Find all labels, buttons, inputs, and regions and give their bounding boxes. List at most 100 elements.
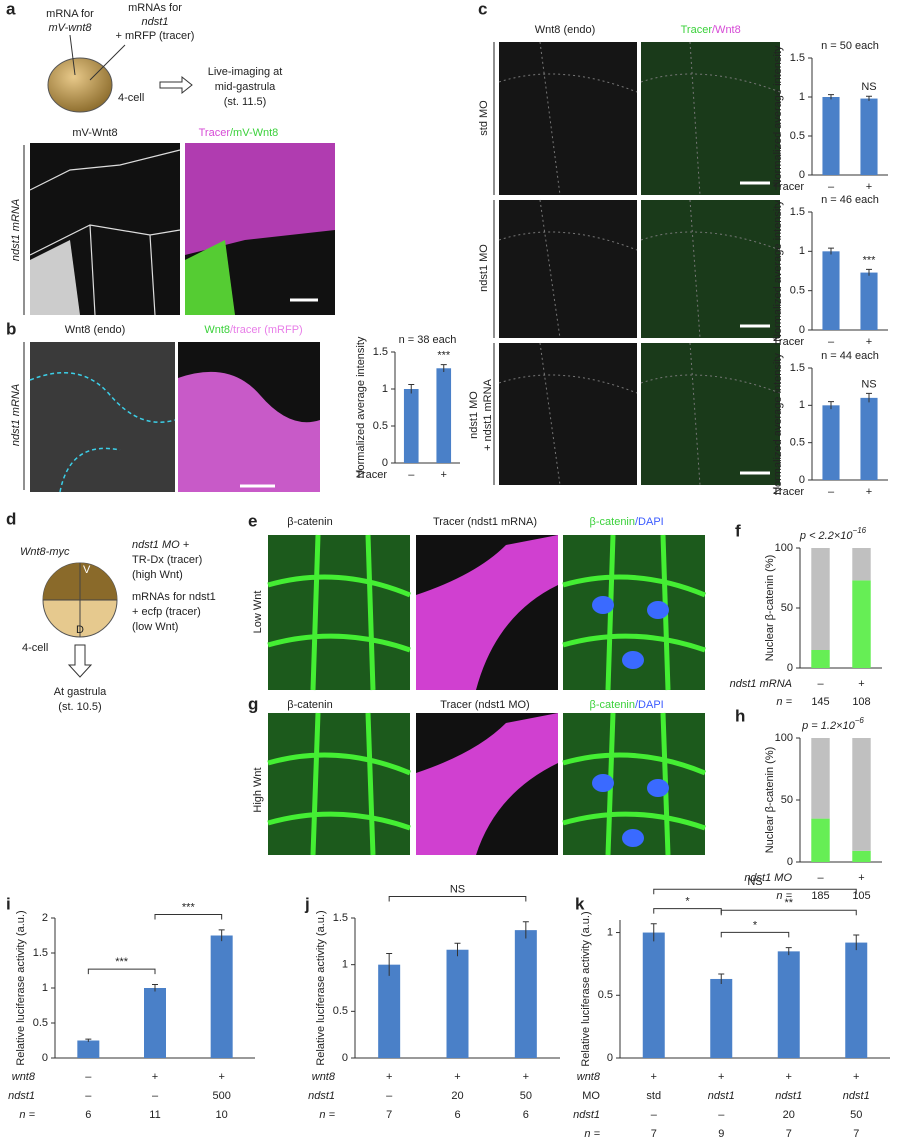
- chart-title: p = 1.2×10−6: [801, 716, 864, 732]
- row-value: std: [646, 1090, 661, 1102]
- tracer-area: [416, 713, 558, 855]
- bar-segment: [852, 850, 871, 862]
- bracket: [653, 888, 857, 895]
- n-label: n =: [776, 890, 792, 902]
- panel-letter: j: [304, 894, 310, 913]
- micrograph: [499, 343, 637, 485]
- y-tick-label: 1: [342, 959, 348, 971]
- row-label: wnt8: [312, 1071, 336, 1083]
- error-bar: [866, 268, 872, 276]
- label: (low Wnt): [132, 621, 178, 633]
- title-text: n = 46 each: [821, 194, 879, 206]
- column-title: Tracer (ndst1 MO): [440, 699, 529, 711]
- y-tick-label: 1: [42, 982, 48, 994]
- micrograph: [641, 200, 780, 338]
- row-value: 11: [149, 1109, 160, 1121]
- panel-a: a mRNA for mV-wnt8 mRNAs for ndst1 + mRF…: [6, 0, 335, 316]
- n-value: 145: [811, 696, 829, 708]
- bar: [710, 978, 733, 1058]
- row-label: ndst1: [308, 1090, 335, 1102]
- y-tick-label: 0: [799, 474, 805, 486]
- x-tick-label: –: [817, 872, 824, 884]
- bar: [436, 368, 452, 463]
- row-label: ndst1 MO: [478, 244, 490, 292]
- needle: [69, 34, 76, 76]
- row-value: –: [152, 1090, 159, 1102]
- micrograph: [268, 713, 410, 855]
- row-label: High Wnt: [252, 767, 264, 812]
- y-tick-label: 0.5: [598, 989, 613, 1001]
- bar: [860, 272, 878, 330]
- row-value: 6: [523, 1109, 529, 1121]
- panel-letter: g: [248, 694, 258, 713]
- y-axis-label: Nuclear β-catenin (%): [764, 747, 776, 854]
- panel-d: d Wnt8-myc V D ndst1 MO + TR-Dx (tracer)…: [6, 509, 216, 712]
- row-value: 6: [85, 1109, 91, 1121]
- y-tick-label: 0: [799, 324, 805, 336]
- row-label: ndst1 mRNA: [10, 384, 22, 446]
- micrograph: [499, 42, 637, 195]
- x-axis-label: Tracer: [773, 336, 805, 348]
- clone-outline: [29, 372, 176, 493]
- row-value: –: [85, 1090, 92, 1102]
- row-value: 50: [520, 1090, 532, 1102]
- y-tick-label: 1.5: [790, 362, 805, 374]
- row-label: ndst1: [573, 1109, 600, 1121]
- x-tick-label: +: [866, 486, 872, 498]
- label: Wnt8-myc: [20, 546, 70, 558]
- row-value: +: [718, 1071, 724, 1083]
- bar: [860, 98, 878, 175]
- bar: [514, 930, 537, 1058]
- row-value: +: [218, 1071, 224, 1083]
- row-label: std MO: [478, 100, 490, 136]
- label: mRNAs for ndst1: [132, 591, 216, 603]
- y-tick-label: 1.5: [33, 947, 48, 959]
- label: mid-gastrula: [215, 81, 276, 93]
- bracket: [720, 931, 790, 938]
- row-value: 9: [718, 1128, 724, 1140]
- chart-title: n = 44 each: [821, 350, 879, 362]
- significance: ***: [182, 901, 196, 913]
- arrow: [67, 644, 93, 678]
- x-tick-label: –: [828, 336, 835, 348]
- bright-cell: [185, 240, 235, 315]
- significance: *: [753, 919, 758, 931]
- error-bar: [718, 973, 725, 984]
- row-label: n =: [584, 1128, 600, 1140]
- label: mV-wnt8: [49, 22, 93, 34]
- tracer-area: [185, 143, 335, 255]
- error-bar: [408, 384, 415, 394]
- micrograph: [641, 343, 780, 485]
- cell-outline: [267, 534, 411, 691]
- error-bar: [828, 401, 834, 410]
- row-value: +: [386, 1071, 392, 1083]
- panel-g: g β-catenin Tracer (ndst1 MO) β-catenin …: [248, 694, 664, 812]
- bar: [777, 951, 800, 1058]
- cell-outline: [498, 342, 781, 486]
- row-label: n =: [319, 1109, 335, 1121]
- row-value: 50: [850, 1109, 862, 1121]
- row-value: +: [786, 1071, 792, 1083]
- y-tick-label: 0: [787, 856, 793, 868]
- y-axis-label: Relative luciferase activity (a.u.): [315, 910, 327, 1065]
- x-axis-label: Tracer: [773, 486, 805, 498]
- panel-letter: b: [6, 319, 16, 338]
- bar-segment: [811, 650, 830, 668]
- micrograph: [641, 42, 780, 195]
- row-value: 10: [216, 1109, 228, 1121]
- x-axis-label: ndst1 MO: [744, 872, 792, 884]
- y-axis-label: Relative luciferase activity (a.u.): [580, 911, 592, 1066]
- x-tick-label: –: [828, 486, 835, 498]
- y-tick-label: 50: [781, 794, 793, 806]
- row-value: –: [718, 1109, 725, 1121]
- bracket: [388, 896, 527, 902]
- panel-b: b Wnt8 (endo) Wnt8 /tracer (mRFP) ndst1 …: [6, 319, 320, 493]
- y-tick-label: 1.5: [790, 52, 805, 64]
- bar: [446, 949, 469, 1058]
- column-title: /DAPI: [635, 516, 664, 528]
- y-axis-label: Normalized average intensity: [355, 336, 367, 478]
- row-value: –: [85, 1071, 92, 1083]
- label: (high Wnt): [132, 569, 183, 581]
- micrograph: [30, 342, 175, 492]
- error-bar: [85, 1038, 92, 1042]
